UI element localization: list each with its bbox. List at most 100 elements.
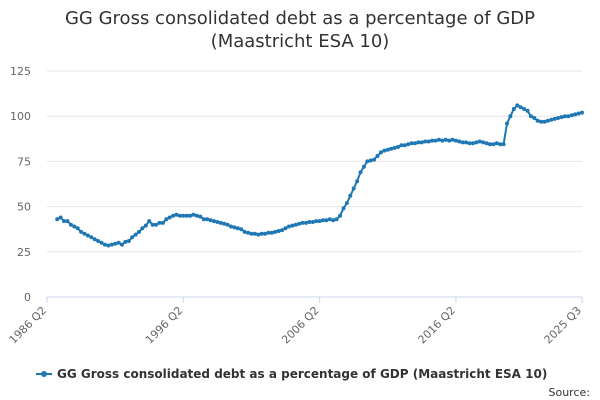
- data-point[interactable]: [102, 242, 107, 247]
- data-point[interactable]: [331, 218, 336, 223]
- data-point[interactable]: [494, 141, 499, 146]
- data-point[interactable]: [218, 220, 223, 225]
- data-point[interactable]: [314, 219, 319, 224]
- data-point[interactable]: [511, 107, 516, 111]
- data-point[interactable]: [130, 235, 135, 240]
- data-point[interactable]: [481, 140, 486, 145]
- data-point[interactable]: [450, 137, 455, 142]
- data-point[interactable]: [539, 119, 544, 124]
- data-point[interactable]: [123, 239, 128, 244]
- data-point[interactable]: [563, 114, 567, 119]
- data-point[interactable]: [184, 213, 189, 218]
- data-point[interactable]: [79, 229, 84, 234]
- data-point[interactable]: [171, 213, 176, 218]
- data-point[interactable]: [372, 157, 377, 162]
- data-point[interactable]: [293, 222, 298, 227]
- data-point[interactable]: [491, 142, 496, 147]
- data-point[interactable]: [300, 220, 305, 225]
- data-point[interactable]: [406, 142, 411, 147]
- data-point[interactable]: [351, 186, 356, 191]
- data-point[interactable]: [460, 140, 465, 145]
- data-point[interactable]: [286, 224, 291, 229]
- data-point[interactable]: [256, 232, 261, 237]
- data-point[interactable]: [297, 221, 302, 226]
- legend[interactable]: GG Gross consolidated debt as a percenta…: [36, 367, 547, 381]
- data-point[interactable]: [443, 137, 448, 142]
- data-point[interactable]: [515, 103, 520, 108]
- data-point[interactable]: [164, 217, 169, 222]
- data-point[interactable]: [92, 237, 97, 242]
- data-point[interactable]: [375, 154, 380, 158]
- data-point[interactable]: [242, 229, 247, 234]
- data-point[interactable]: [263, 231, 268, 236]
- data-point[interactable]: [580, 110, 584, 115]
- data-point[interactable]: [419, 140, 424, 145]
- data-point[interactable]: [116, 240, 121, 245]
- data-point[interactable]: [396, 145, 400, 149]
- data-point[interactable]: [321, 218, 325, 223]
- data-point[interactable]: [229, 224, 233, 229]
- data-point[interactable]: [545, 118, 550, 123]
- data-point[interactable]: [488, 142, 492, 147]
- data-point[interactable]: [430, 138, 435, 143]
- data-point[interactable]: [290, 223, 295, 228]
- data-point[interactable]: [484, 141, 489, 146]
- data-point[interactable]: [177, 213, 182, 218]
- data-point[interactable]: [365, 159, 370, 164]
- data-point[interactable]: [382, 148, 387, 153]
- data-point[interactable]: [368, 158, 373, 163]
- data-point[interactable]: [194, 213, 199, 218]
- data-point[interactable]: [358, 170, 363, 175]
- data-point[interactable]: [201, 217, 206, 222]
- data-point[interactable]: [68, 222, 73, 227]
- data-point[interactable]: [528, 114, 533, 119]
- data-point[interactable]: [252, 231, 257, 236]
- data-point[interactable]: [246, 230, 251, 235]
- data-point[interactable]: [188, 213, 193, 218]
- data-point[interactable]: [99, 240, 104, 245]
- data-point[interactable]: [440, 138, 445, 143]
- data-point[interactable]: [147, 219, 152, 224]
- data-point[interactable]: [259, 231, 264, 236]
- data-point[interactable]: [140, 226, 145, 231]
- data-point[interactable]: [280, 228, 285, 233]
- data-point[interactable]: [55, 217, 60, 222]
- data-point[interactable]: [471, 141, 475, 146]
- data-point[interactable]: [232, 225, 237, 230]
- data-point[interactable]: [402, 143, 407, 148]
- data-point[interactable]: [338, 213, 343, 218]
- data-point[interactable]: [205, 217, 210, 222]
- data-point[interactable]: [215, 220, 220, 224]
- legend-item-label[interactable]: GG Gross consolidated debt as a percenta…: [57, 367, 547, 381]
- data-point[interactable]: [96, 239, 101, 243]
- data-point[interactable]: [225, 222, 230, 227]
- data-point[interactable]: [276, 229, 281, 233]
- data-point[interactable]: [525, 108, 530, 113]
- data-point[interactable]: [426, 139, 431, 144]
- data-point[interactable]: [239, 227, 244, 232]
- data-point[interactable]: [378, 150, 383, 155]
- data-point[interactable]: [573, 112, 578, 117]
- data-point[interactable]: [62, 219, 66, 224]
- data-point[interactable]: [307, 220, 312, 224]
- data-point[interactable]: [160, 220, 165, 225]
- data-point[interactable]: [198, 214, 203, 219]
- data-point[interactable]: [154, 222, 158, 227]
- data-point[interactable]: [344, 201, 349, 205]
- data-point[interactable]: [126, 239, 131, 243]
- data-point[interactable]: [174, 212, 179, 217]
- data-point[interactable]: [399, 143, 404, 148]
- data-point[interactable]: [191, 212, 196, 217]
- data-point[interactable]: [72, 224, 77, 229]
- data-point[interactable]: [310, 220, 315, 224]
- data-point[interactable]: [566, 114, 571, 119]
- data-point[interactable]: [532, 116, 537, 120]
- data-point[interactable]: [464, 140, 469, 145]
- data-point[interactable]: [576, 111, 581, 116]
- data-point[interactable]: [348, 193, 353, 198]
- data-point[interactable]: [423, 139, 428, 144]
- data-point[interactable]: [542, 119, 547, 124]
- data-point[interactable]: [82, 231, 87, 236]
- data-point[interactable]: [413, 141, 417, 146]
- data-point[interactable]: [113, 241, 118, 246]
